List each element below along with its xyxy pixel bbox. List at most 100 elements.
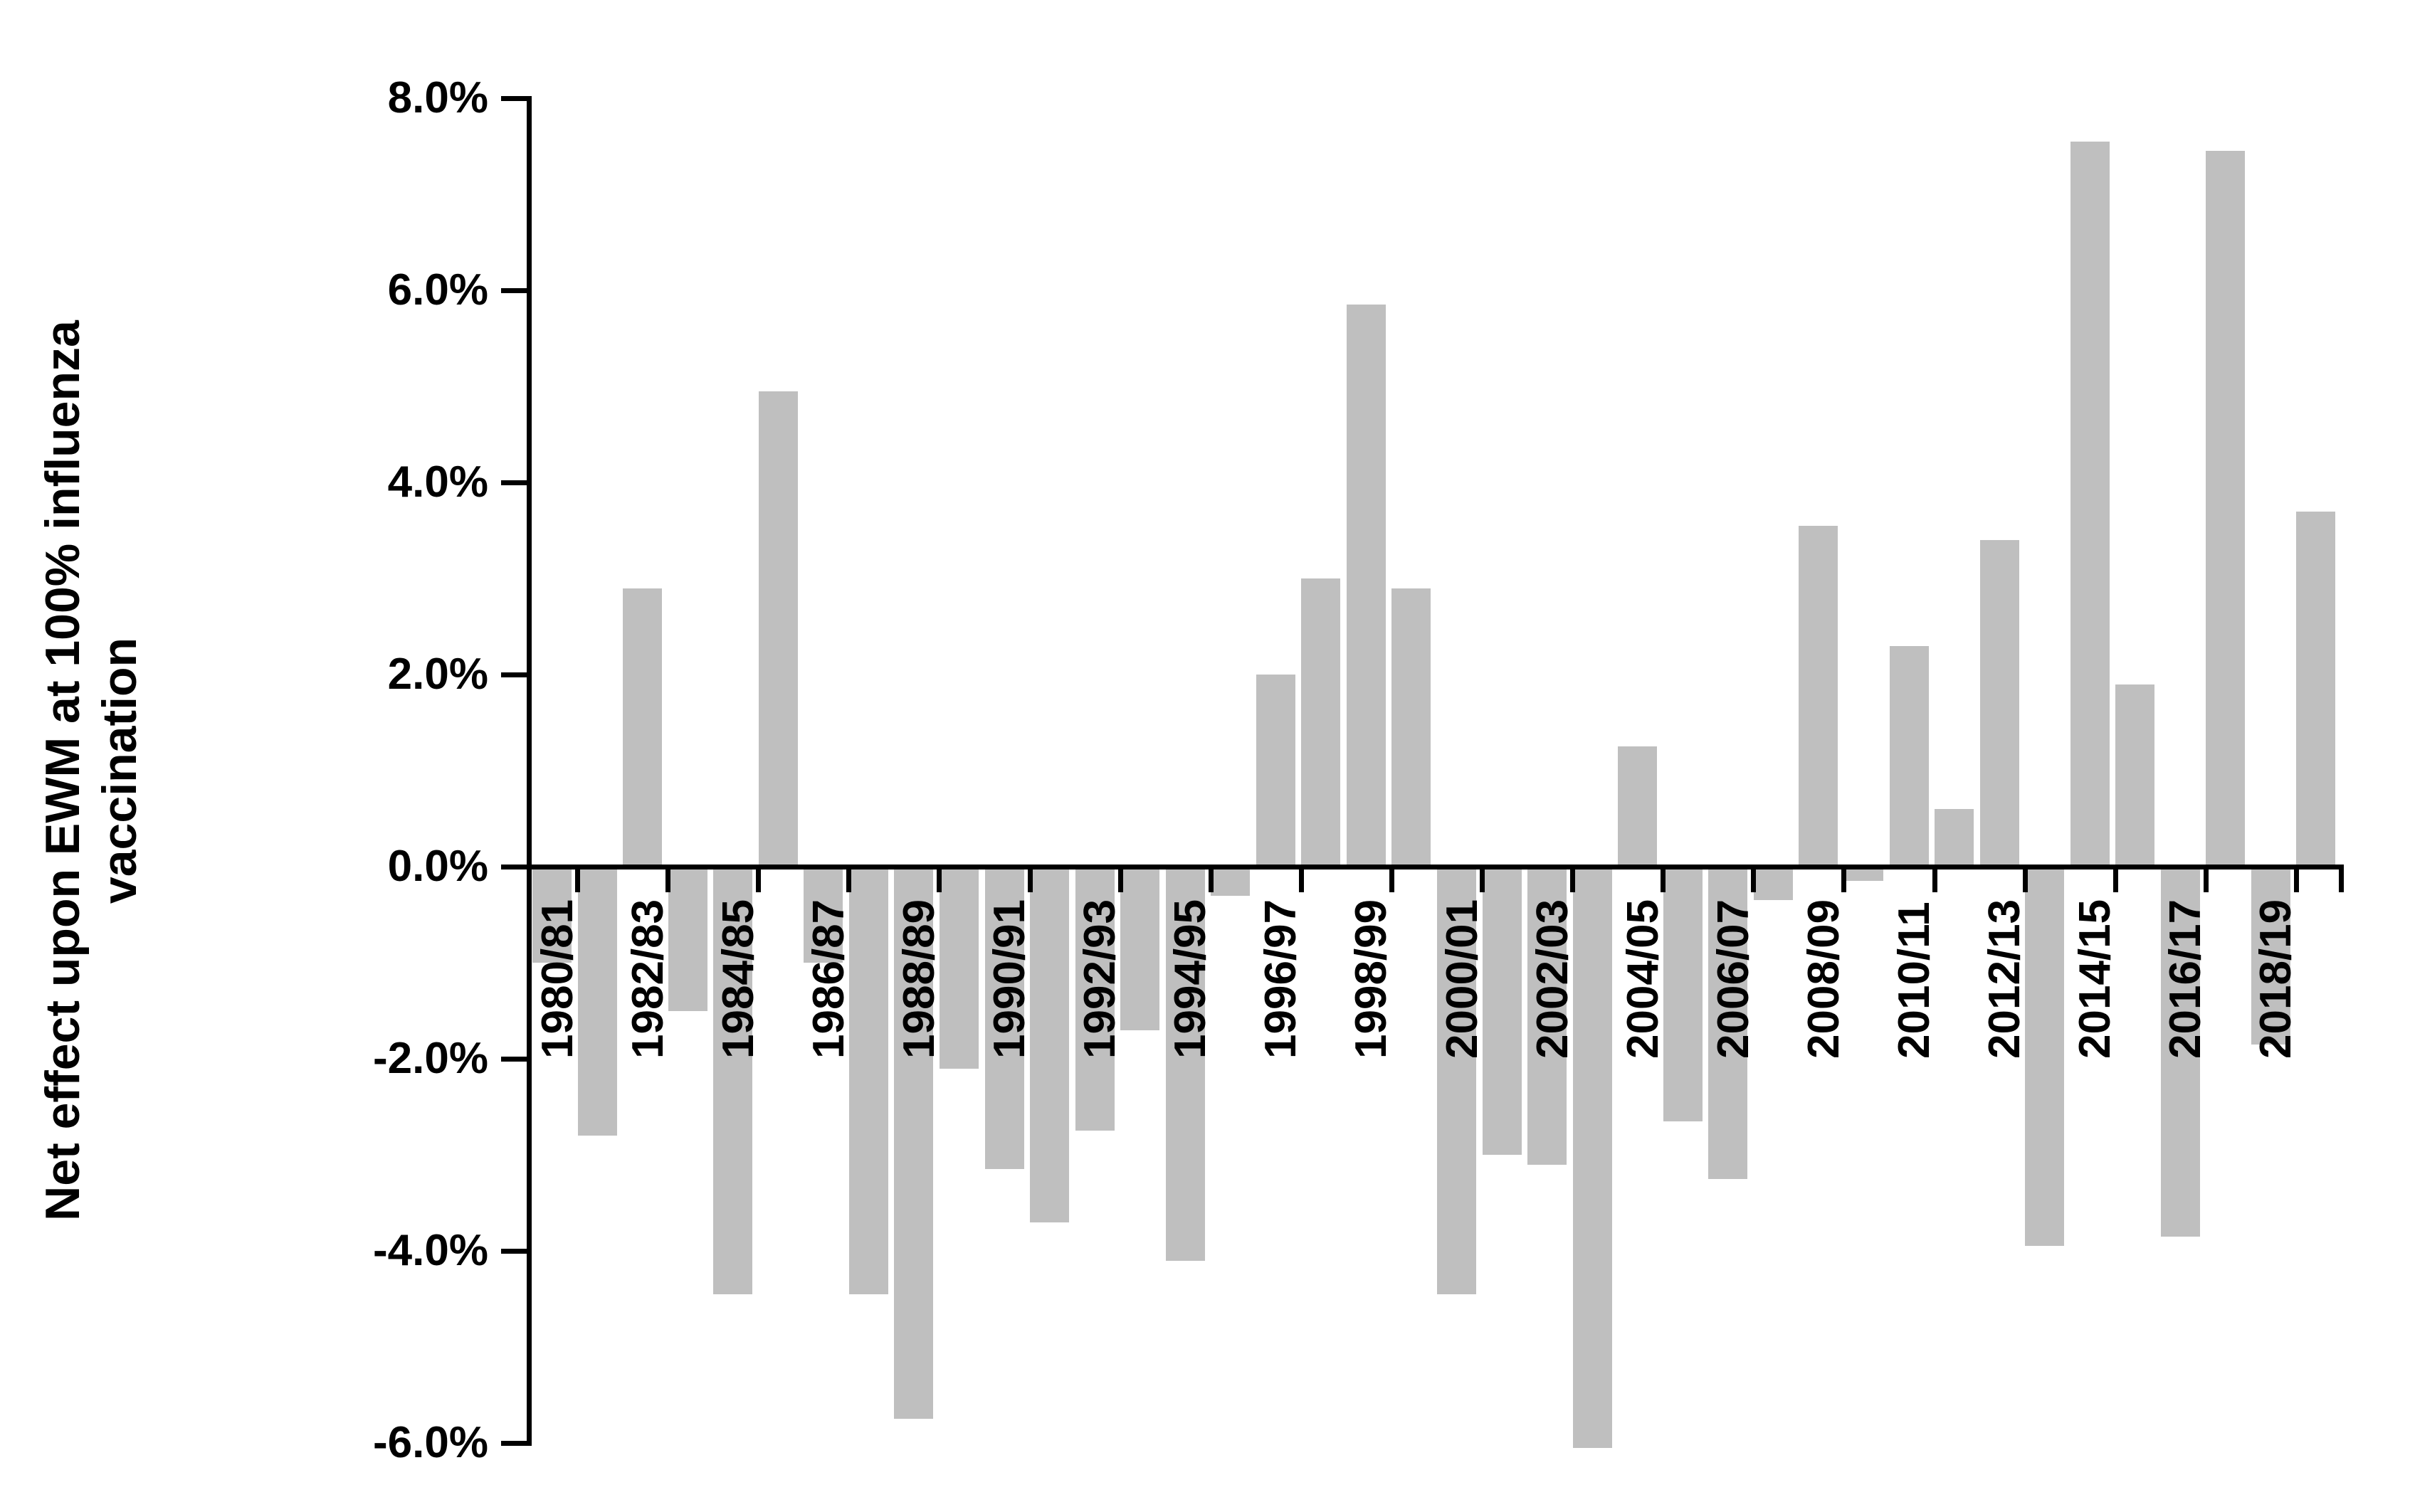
y-tick-label: 8.0% xyxy=(387,73,488,122)
x-tick-mark xyxy=(846,869,852,892)
x-tick-label: 2002/03 xyxy=(1527,899,1577,1059)
x-tick-mark xyxy=(1389,869,1394,892)
bar-2019/20 xyxy=(2296,511,2336,867)
x-tick-label: 2014/15 xyxy=(2070,899,2120,1059)
bar-2016/17 xyxy=(2160,867,2200,1237)
bar-1993/94 xyxy=(1120,867,1160,1030)
x-tick-mark xyxy=(1751,869,1757,892)
y-tick-mark xyxy=(501,480,527,485)
y-tick-label: -2.0% xyxy=(373,1034,488,1083)
bar-1995/96 xyxy=(1211,867,1251,896)
x-tick-label: 1988/89 xyxy=(894,899,944,1059)
x-tick-label: 2008/09 xyxy=(1799,899,1848,1059)
y-axis-title: Net effect upon EWM at 100% influenza va… xyxy=(34,201,148,1340)
bar-2010/11 xyxy=(1889,645,1929,867)
x-tick-mark xyxy=(2293,869,2299,892)
bar-1998/99 xyxy=(1346,305,1386,867)
y-tick-mark xyxy=(501,672,527,677)
x-tick-mark xyxy=(1570,869,1576,892)
x-tick-mark xyxy=(2112,869,2118,892)
bar-1999/00 xyxy=(1391,588,1431,867)
bar-1992/93 xyxy=(1075,867,1115,1131)
x-tick-mark xyxy=(1841,869,1847,892)
x-tick-label: 1998/99 xyxy=(1347,899,1396,1059)
x-tick-label: 2018/19 xyxy=(2251,899,2301,1059)
y-tick-mark xyxy=(501,1441,527,1446)
y-axis-title-line2: vaccination xyxy=(93,637,147,904)
bar-2015/16 xyxy=(2115,684,2155,867)
x-tick-label: 2016/17 xyxy=(2161,899,2211,1059)
x-tick-mark xyxy=(1208,869,1214,892)
y-tick-mark xyxy=(501,96,527,101)
bar-2012/13 xyxy=(1979,540,2019,867)
bar-2013/14 xyxy=(2025,867,2065,1247)
bar-2011/12 xyxy=(1935,809,1974,867)
bar-2018/19 xyxy=(2251,867,2290,1045)
x-tick-label: 2004/05 xyxy=(1618,899,1668,1059)
bar-1981/82 xyxy=(577,867,617,1136)
x-tick-mark xyxy=(2339,869,2344,892)
y-tick-mark xyxy=(501,865,527,869)
bar-2014/15 xyxy=(2070,141,2110,867)
bar-1990/91 xyxy=(984,867,1024,1170)
x-axis-line xyxy=(527,865,2344,869)
bar-1994/95 xyxy=(1165,867,1205,1261)
bar-1997/98 xyxy=(1301,578,1341,867)
bar-1987/88 xyxy=(848,867,888,1294)
bar-2003/04 xyxy=(1572,867,1612,1448)
x-tick-label: 1986/87 xyxy=(804,899,853,1059)
bar-2008/09 xyxy=(1799,525,1838,867)
x-tick-label: 1994/95 xyxy=(1166,899,1216,1059)
bar-1984/85 xyxy=(713,867,753,1294)
x-tick-mark xyxy=(1661,869,1666,892)
y-tick-mark xyxy=(501,1249,527,1254)
bar-1982/83 xyxy=(623,588,663,867)
x-tick-mark xyxy=(1117,869,1123,892)
y-tick-mark xyxy=(501,288,527,293)
x-tick-mark xyxy=(1298,869,1304,892)
bar-1983/84 xyxy=(668,867,707,1011)
x-tick-mark xyxy=(575,869,580,892)
y-tick-label: -4.0% xyxy=(373,1226,488,1275)
x-tick-label: 2006/07 xyxy=(1708,899,1758,1059)
x-tick-mark xyxy=(756,869,762,892)
x-tick-label: 1990/91 xyxy=(985,899,1034,1059)
bar-1985/86 xyxy=(758,391,798,867)
bar-1989/90 xyxy=(939,867,979,1069)
bar-2000/01 xyxy=(1437,867,1476,1294)
bar-1988/89 xyxy=(894,867,934,1420)
bar-2002/03 xyxy=(1527,867,1567,1165)
y-tick-label: 6.0% xyxy=(387,265,488,314)
bar-1991/92 xyxy=(1030,867,1070,1222)
x-tick-mark xyxy=(2022,869,2028,892)
x-tick-label: 1992/93 xyxy=(1075,899,1125,1059)
bar-1980/81 xyxy=(532,867,572,963)
bar-2006/07 xyxy=(1708,867,1748,1179)
x-tick-label: 1980/81 xyxy=(532,899,582,1059)
bar-2001/02 xyxy=(1482,867,1522,1155)
x-tick-mark xyxy=(1480,869,1485,892)
x-tick-label: 1984/85 xyxy=(713,899,763,1059)
y-axis-line xyxy=(527,96,532,1446)
bar-2005/06 xyxy=(1663,867,1703,1121)
y-tick-label: 4.0% xyxy=(387,458,488,507)
x-tick-label: 1982/83 xyxy=(623,899,673,1059)
y-tick-mark xyxy=(501,1057,527,1062)
bar-1996/97 xyxy=(1256,675,1295,867)
x-tick-mark xyxy=(2203,869,2209,892)
x-tick-label: 2010/11 xyxy=(1890,902,1939,1059)
bar-1986/87 xyxy=(804,867,843,963)
bar-2009/10 xyxy=(1843,867,1883,882)
x-tick-mark xyxy=(665,869,671,892)
x-tick-label: 1996/97 xyxy=(1256,899,1306,1059)
x-tick-mark xyxy=(937,869,942,892)
y-tick-label: 0.0% xyxy=(387,842,488,891)
y-tick-label: -6.0% xyxy=(373,1418,488,1467)
bar-2007/08 xyxy=(1753,867,1793,901)
x-tick-label: 2012/13 xyxy=(1980,899,2030,1059)
bar-2004/05 xyxy=(1618,746,1658,867)
y-tick-label: 2.0% xyxy=(387,650,488,699)
bar-2017/18 xyxy=(2206,151,2246,867)
y-axis-title-line1: Net effect upon EWM at 100% influenza xyxy=(36,320,90,1221)
